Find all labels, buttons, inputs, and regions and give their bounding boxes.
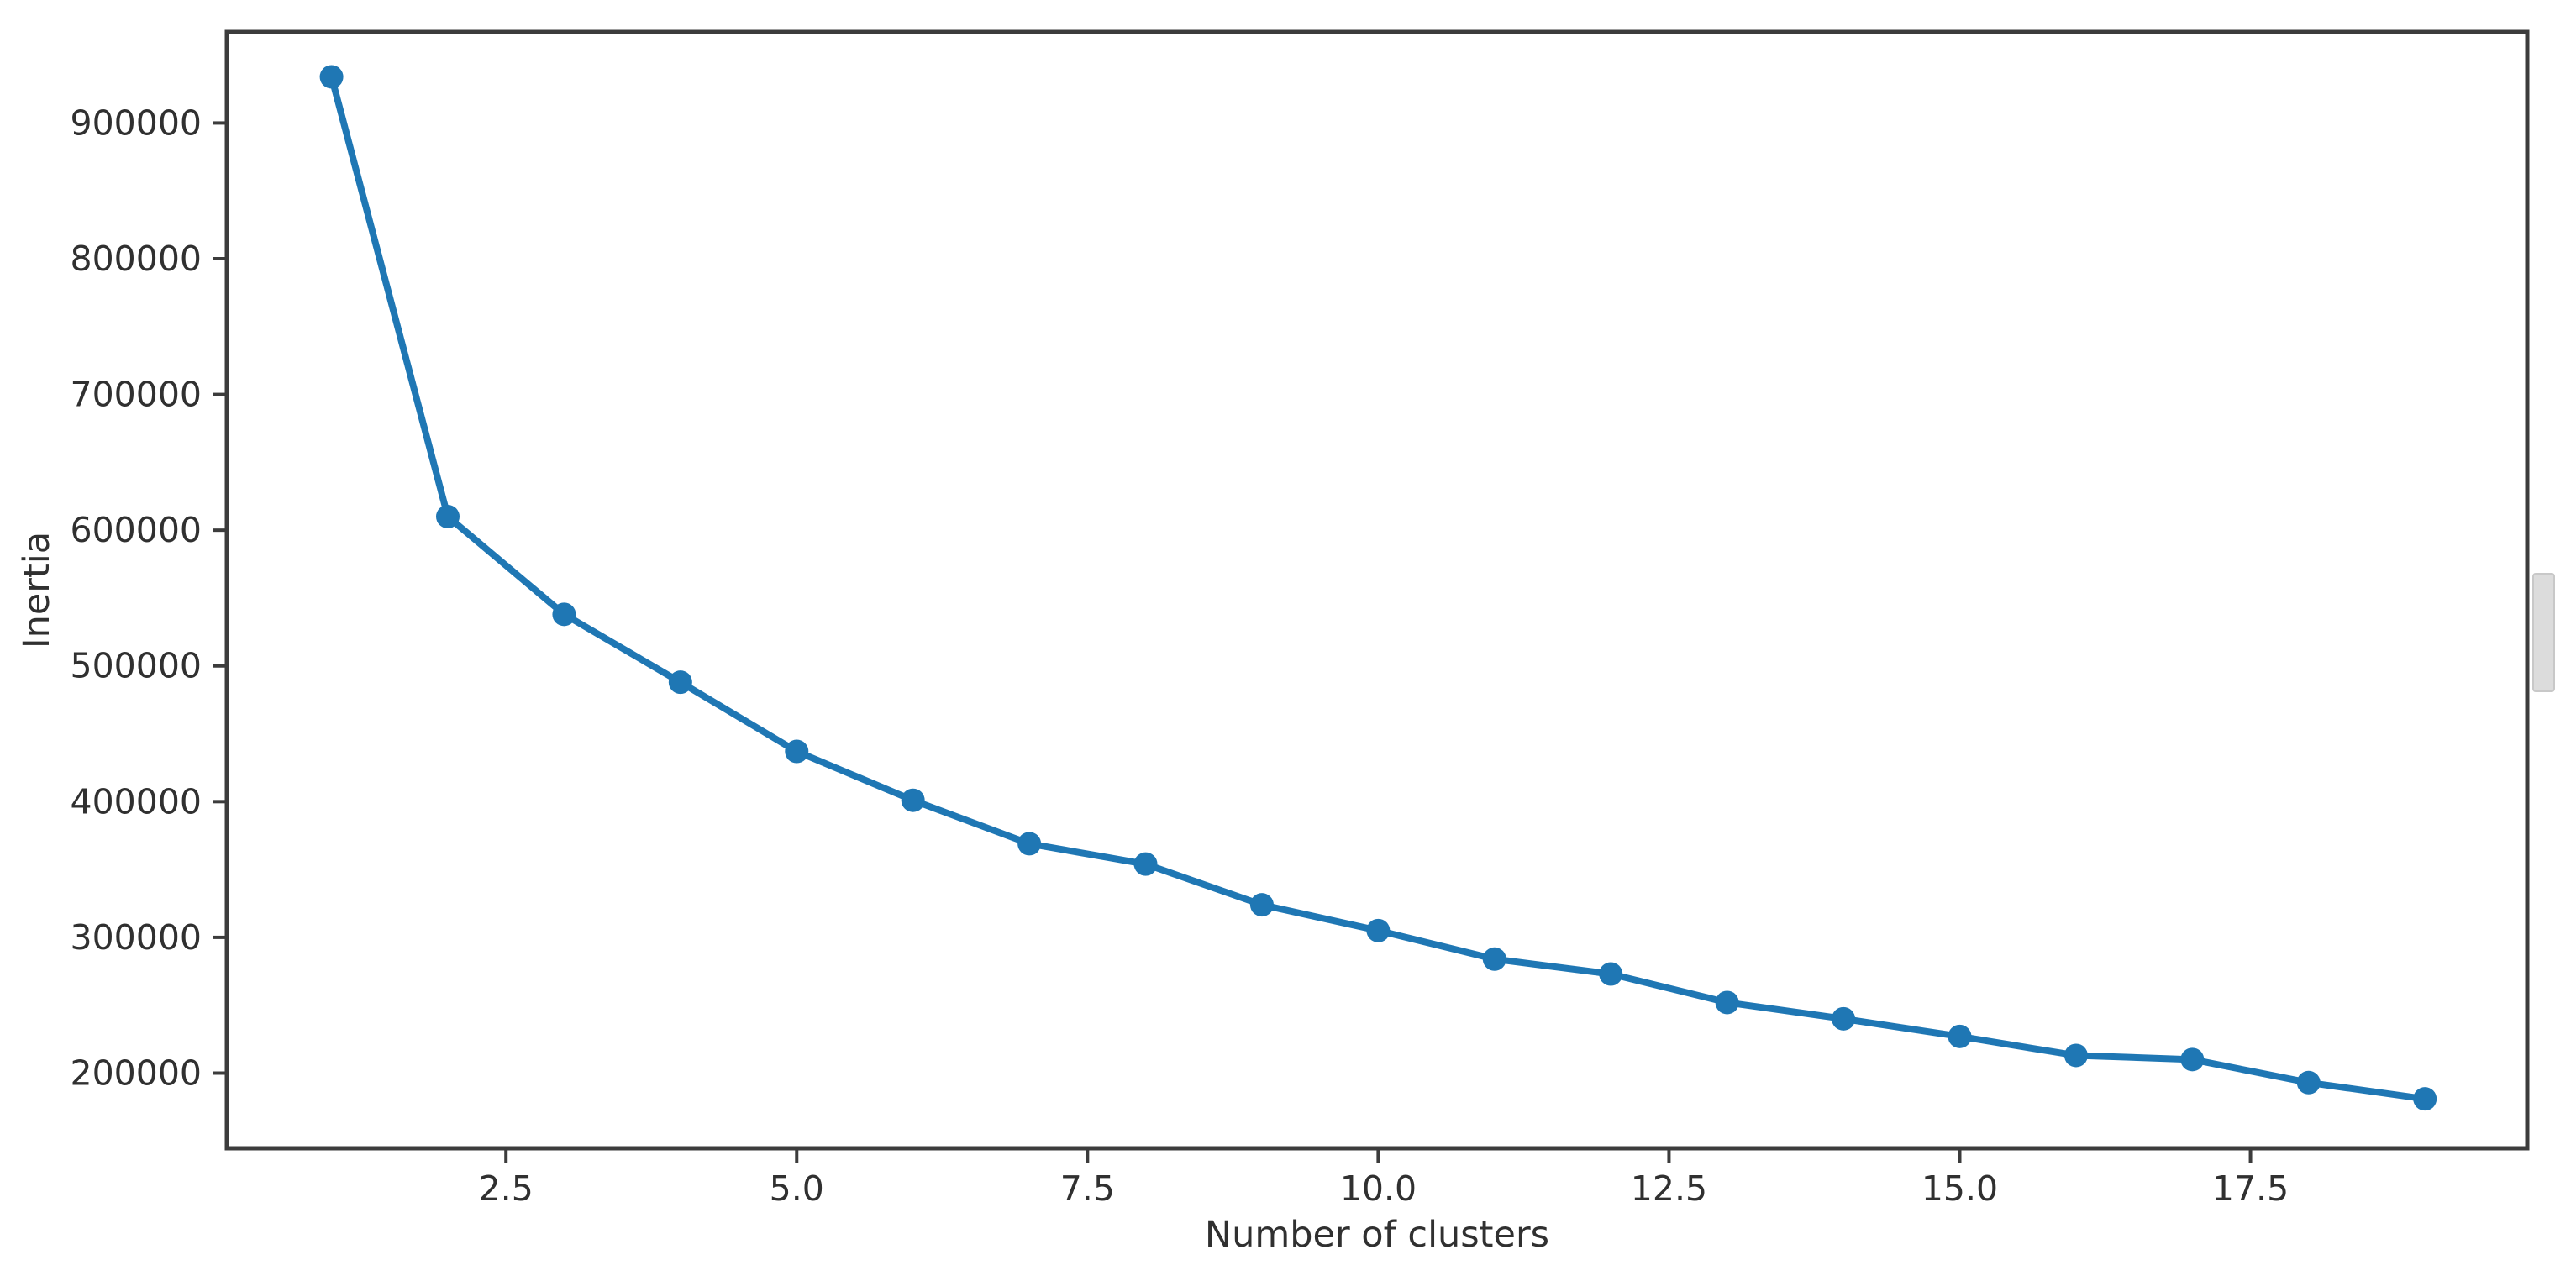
- data-point: [552, 602, 576, 627]
- scrollbar-thumb[interactable]: [2532, 573, 2555, 692]
- x-axis-ticks: 2.5 5.0 7.5 10.0 12.5 15.0 17.5: [479, 1150, 2289, 1209]
- data-point: [1249, 893, 1274, 917]
- x-tick-label: 17.5: [2212, 1168, 2289, 1209]
- x-tick-label: 15.0: [1921, 1168, 1998, 1209]
- x-tick-label: 7.5: [1060, 1168, 1115, 1209]
- x-tick-label: 10.0: [1340, 1168, 1417, 1209]
- y-tick-label: 500000: [70, 646, 202, 686]
- data-point: [2180, 1047, 2205, 1072]
- data-point: [1017, 832, 1042, 856]
- data-point: [901, 788, 925, 812]
- data-point: [2296, 1070, 2321, 1095]
- series-line: [328, 73, 2429, 1103]
- data-point: [785, 739, 809, 764]
- data-point: [1599, 962, 1623, 986]
- axes-box: [224, 29, 2530, 1151]
- data-point: [668, 670, 692, 695]
- data-point: [1948, 1024, 1972, 1048]
- data-point: [1715, 990, 1739, 1015]
- y-tick-label: 400000: [70, 781, 202, 822]
- y-tick-label: 700000: [70, 375, 202, 415]
- data-point: [1133, 852, 1158, 876]
- y-axis-ticks: 200000 300000 400000 500000 600000 700000 8000…: [70, 102, 225, 1093]
- data-point: [319, 65, 344, 89]
- data-point: [2413, 1087, 2437, 1111]
- y-axis-label: Inertia: [16, 532, 58, 648]
- data-point: [1832, 1006, 1856, 1031]
- x-tick-label: 2.5: [479, 1168, 534, 1209]
- x-axis-label: Number of clusters: [1205, 1214, 1549, 1256]
- y-tick-label: 300000: [70, 917, 202, 958]
- data-point: [2063, 1043, 2088, 1068]
- y-tick-label: 800000: [70, 239, 202, 279]
- data-point: [436, 505, 460, 529]
- y-tick-label: 600000: [70, 510, 202, 550]
- x-tick-label: 5.0: [770, 1168, 824, 1209]
- data-point: [1482, 947, 1506, 971]
- y-tick-label: 900000: [70, 102, 202, 143]
- y-tick-label: 200000: [70, 1053, 202, 1093]
- data-series: [319, 65, 2437, 1111]
- data-point: [1366, 918, 1391, 942]
- x-tick-label: 12.5: [1631, 1168, 1707, 1209]
